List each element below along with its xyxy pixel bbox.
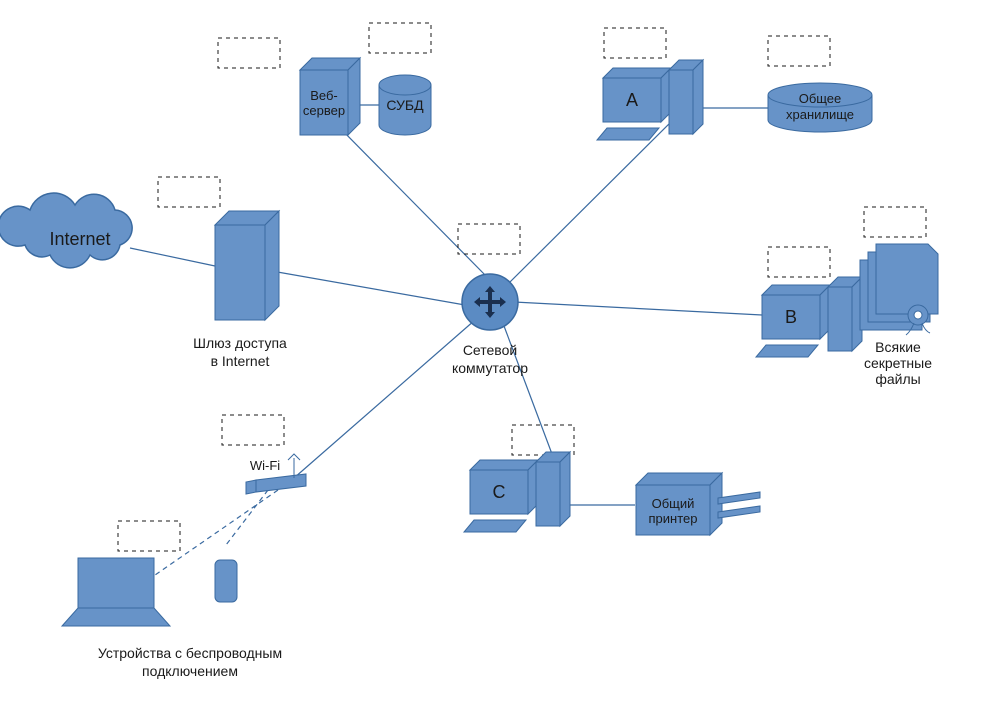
svg-text:A: A bbox=[626, 90, 638, 110]
wireless-devices: Устройства с беспроводным подключением bbox=[62, 558, 282, 679]
svg-text:Общее: Общее bbox=[799, 91, 842, 106]
shared-storage: Общеехранилище bbox=[768, 83, 872, 132]
svg-text:принтер: принтер bbox=[649, 511, 698, 526]
network-diagram: Internet Шлюз доступа в Internet Сетевой ком… bbox=[0, 0, 984, 720]
svg-text:сервер: сервер bbox=[303, 103, 345, 118]
svg-text:секретные: секретные bbox=[864, 355, 932, 371]
svg-text:Шлюз доступа: Шлюз доступа bbox=[193, 335, 287, 351]
wifi-ap: Wi-Fi bbox=[246, 454, 306, 494]
svg-text:подключением: подключением bbox=[142, 663, 238, 679]
web-server: Веб-сервер bbox=[300, 58, 360, 135]
internet-cloud: Internet bbox=[0, 193, 132, 268]
svg-text:Веб-: Веб- bbox=[310, 88, 338, 103]
svg-text:Устройства с беспроводным: Устройства с беспроводным bbox=[98, 645, 282, 661]
svg-text:файлы: файлы bbox=[875, 371, 920, 387]
workstation-b: B bbox=[756, 277, 862, 357]
svg-text:B: B bbox=[785, 307, 797, 327]
svg-text:Всякие: Всякие bbox=[875, 339, 921, 355]
svg-text:Internet: Internet bbox=[49, 229, 110, 249]
svg-text:в Internet: в Internet bbox=[211, 353, 270, 369]
svg-text:C: C bbox=[493, 482, 506, 502]
gateway: Шлюз доступа в Internet bbox=[193, 211, 287, 369]
svg-text:СУБД: СУБД bbox=[386, 97, 424, 113]
database: СУБД bbox=[379, 75, 431, 135]
svg-text:коммутатор: коммутатор bbox=[452, 360, 528, 376]
secret-files: Всякиесекретныефайлы bbox=[860, 244, 938, 387]
network-switch: Сетевой коммутатор bbox=[452, 274, 528, 376]
svg-text:Общий: Общий bbox=[652, 496, 695, 511]
workstation-c: C bbox=[464, 452, 570, 532]
workstation-a: A bbox=[597, 60, 703, 140]
svg-text:хранилище: хранилище bbox=[786, 107, 854, 122]
shared-printer: Общийпринтер bbox=[636, 473, 760, 535]
svg-text:Wi-Fi: Wi-Fi bbox=[250, 458, 280, 473]
svg-text:Сетевой: Сетевой bbox=[463, 342, 517, 358]
